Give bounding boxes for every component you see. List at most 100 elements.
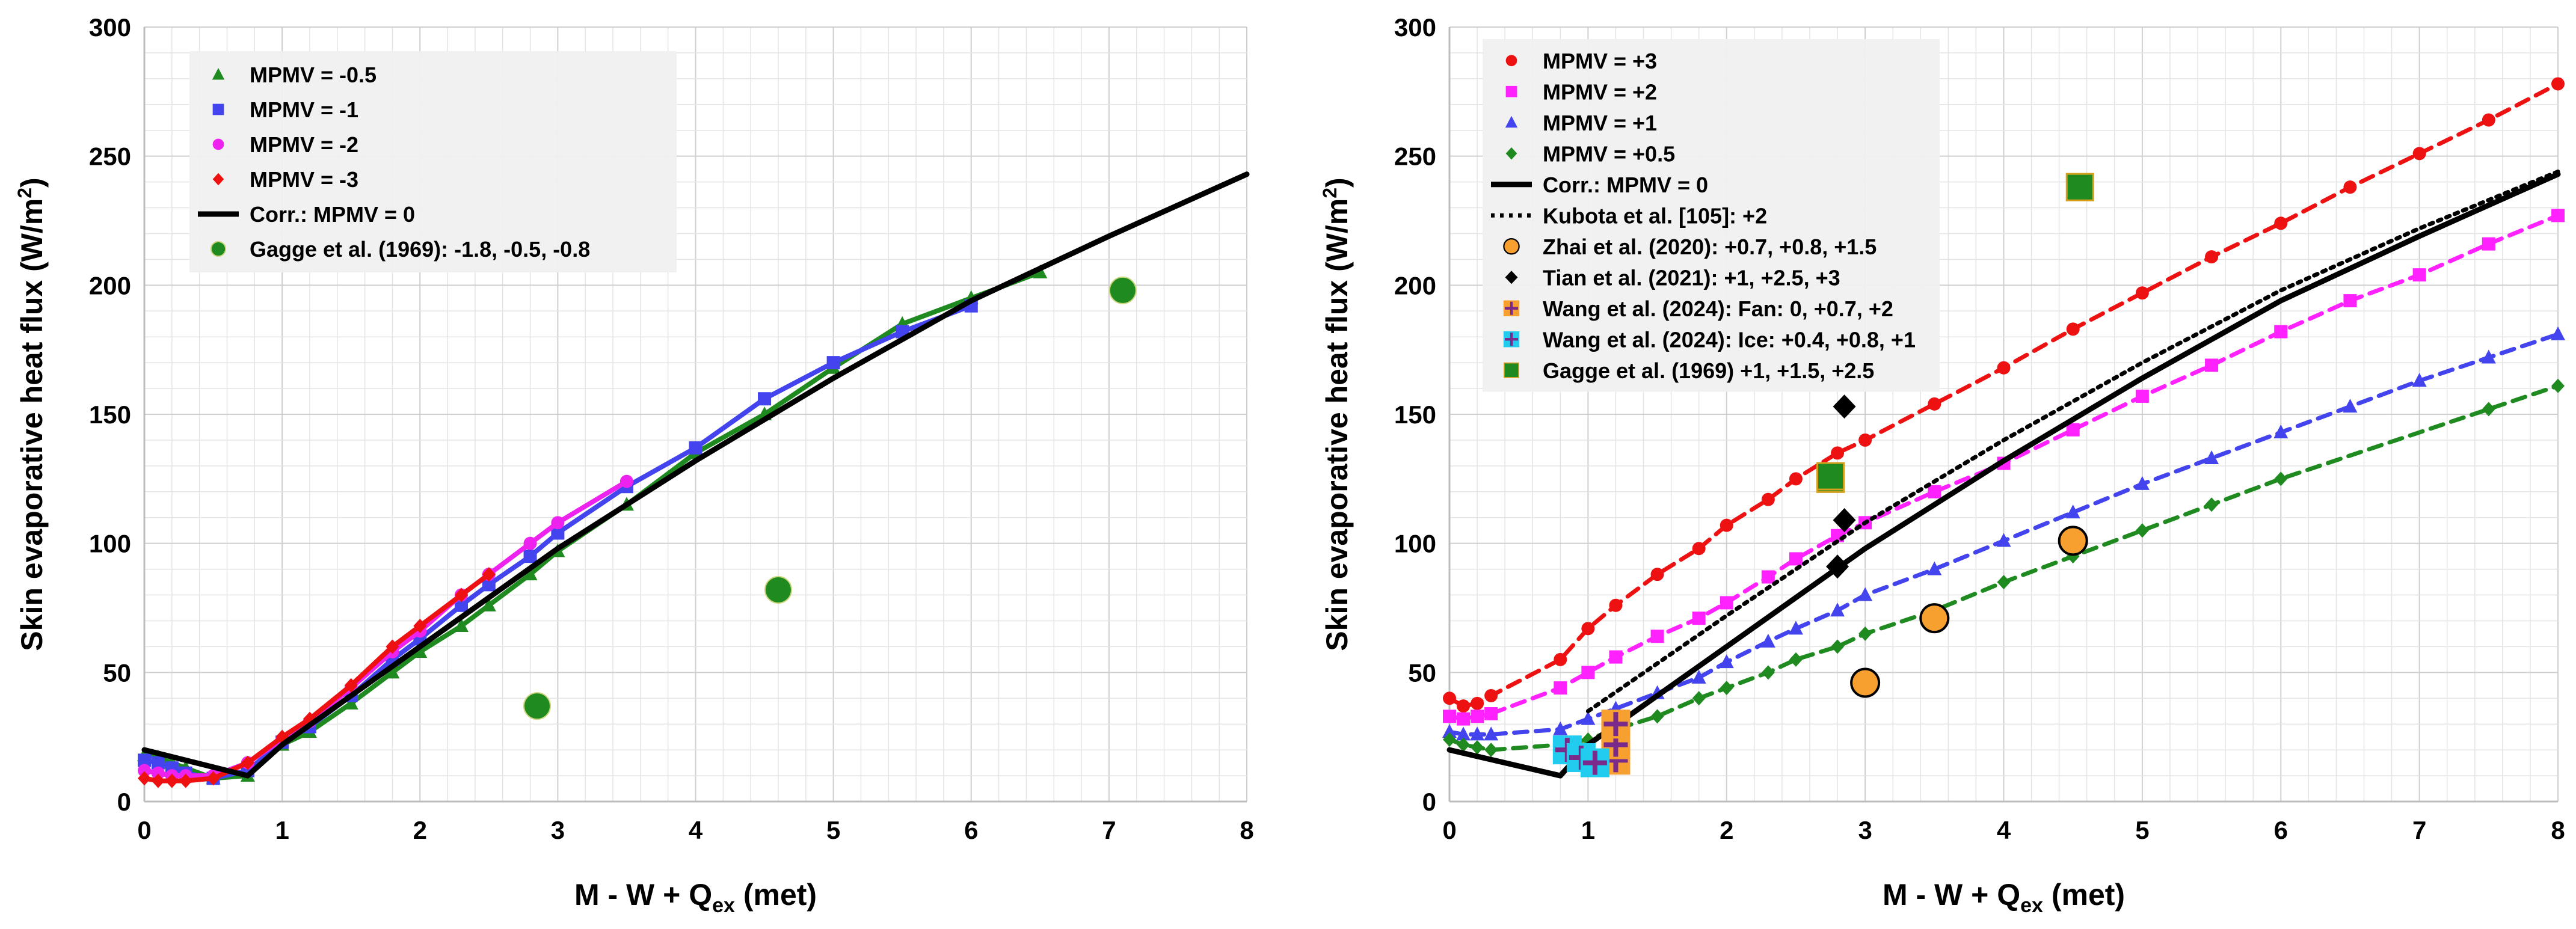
legend-label: MPMV = +1 bbox=[1543, 111, 1657, 135]
data-point bbox=[1457, 699, 1471, 713]
data-point bbox=[551, 516, 565, 530]
data-point bbox=[1761, 570, 1775, 584]
data-point bbox=[385, 664, 400, 679]
x-tick-label: 7 bbox=[2412, 816, 2426, 844]
data-point bbox=[413, 619, 427, 634]
data-point bbox=[1609, 650, 1623, 664]
data-point bbox=[2482, 237, 2495, 251]
x-tick-label: 5 bbox=[2135, 816, 2149, 844]
data-point bbox=[1816, 462, 1845, 491]
data-point bbox=[1789, 552, 1803, 566]
y-axis-label: Skin evaporative heat flux (W/m2) bbox=[1319, 177, 1354, 651]
data-point bbox=[151, 773, 165, 788]
series-line bbox=[1447, 332, 2560, 737]
legend-marker bbox=[1505, 85, 1517, 97]
data-point bbox=[2274, 216, 2288, 230]
legend-marker bbox=[212, 67, 225, 80]
data-point bbox=[1833, 508, 1856, 533]
data-point bbox=[1471, 740, 1484, 755]
data-point bbox=[1443, 691, 1456, 705]
x-tick-label: 0 bbox=[1442, 816, 1456, 844]
data-point bbox=[1581, 622, 1595, 636]
x-axis-label: M - W + Qex (met) bbox=[1883, 878, 2125, 917]
y-tick-label: 100 bbox=[89, 530, 131, 558]
data-point bbox=[1484, 743, 1498, 758]
left-chart: 0 1 2 3 4 5 6 7 8 0 50 100 150 200 250 300 M - W + Qex (… bbox=[14, 13, 1254, 917]
data-point bbox=[1554, 652, 1567, 666]
data-point bbox=[1919, 603, 1950, 634]
data-point bbox=[1850, 667, 1881, 698]
data-point bbox=[1831, 639, 1845, 654]
y-tick-label: 0 bbox=[117, 788, 131, 816]
legend-marker bbox=[212, 103, 224, 115]
series-1-2 bbox=[1442, 326, 2565, 741]
data-point bbox=[1650, 630, 1664, 643]
data-point bbox=[1443, 710, 1456, 723]
data-point bbox=[1471, 710, 1484, 723]
data-point bbox=[2065, 173, 2094, 201]
data-point bbox=[2412, 268, 2426, 282]
y-tick-label: 250 bbox=[1394, 143, 1436, 171]
data-point bbox=[1720, 596, 1733, 610]
legend-label: MPMV = +3 bbox=[1543, 49, 1657, 73]
data-point bbox=[1601, 710, 1631, 739]
data-point bbox=[481, 597, 496, 612]
data-point bbox=[2481, 349, 2496, 364]
y-tick-label: 0 bbox=[1422, 788, 1436, 816]
x-tick-label: 5 bbox=[826, 816, 840, 844]
data-point bbox=[1997, 575, 2011, 590]
data-point bbox=[454, 587, 468, 602]
data-point bbox=[2412, 147, 2426, 161]
series-0-2 bbox=[138, 474, 633, 783]
data-point bbox=[2205, 497, 2219, 512]
data-point bbox=[1553, 721, 1568, 735]
data-point bbox=[1581, 711, 1596, 725]
legend-label: MPMV = -3 bbox=[250, 167, 358, 192]
data-point bbox=[1788, 621, 1803, 635]
data-point bbox=[1457, 712, 1471, 726]
data-point bbox=[1484, 726, 1499, 741]
data-point bbox=[138, 771, 151, 786]
data-point bbox=[2205, 250, 2219, 264]
data-point bbox=[758, 392, 772, 406]
x-tick-label: 4 bbox=[689, 816, 703, 844]
x-tick-label: 3 bbox=[1858, 816, 1872, 844]
series-line bbox=[1447, 384, 2560, 752]
legend-box bbox=[189, 51, 677, 272]
right-chart: 0 1 2 3 4 5 6 7 8 0 50 100 150 200 250 300 M - W + Qex (… bbox=[1319, 13, 2565, 917]
series-line bbox=[1447, 213, 2560, 722]
data-point bbox=[386, 639, 399, 654]
data-point bbox=[2343, 399, 2358, 413]
data-point bbox=[1650, 568, 1664, 581]
legend-marker bbox=[1505, 271, 1518, 284]
legend-marker bbox=[212, 138, 224, 150]
data-point bbox=[551, 526, 565, 540]
legend-label: Gagge et al. (1969) +1, +1.5, +2.5 bbox=[1543, 358, 1874, 383]
data-point bbox=[2135, 476, 2150, 490]
series-line bbox=[1585, 169, 2560, 714]
data-point bbox=[151, 766, 165, 780]
data-point bbox=[2274, 325, 2288, 339]
data-point bbox=[1928, 485, 1941, 498]
y-tick-label: 300 bbox=[89, 13, 131, 41]
data-point bbox=[138, 753, 151, 767]
legend-label: Corr.: MPMV = 0 bbox=[250, 202, 415, 227]
data-point bbox=[2204, 450, 2219, 464]
series-1-1 bbox=[1443, 209, 2565, 726]
data-point bbox=[2343, 180, 2357, 194]
data-point bbox=[482, 567, 496, 582]
data-point bbox=[2065, 504, 2080, 519]
x-tick-label: 1 bbox=[275, 816, 289, 844]
x-tick-label: 6 bbox=[964, 816, 978, 844]
data-point bbox=[1761, 492, 1775, 506]
data-point bbox=[1650, 709, 1664, 724]
legend-label: Gagge et al. (1969): -1.8, -0.5, -0.8 bbox=[250, 237, 590, 262]
data-point bbox=[454, 598, 468, 612]
data-point bbox=[2412, 373, 2427, 387]
y-tick-label: 250 bbox=[89, 143, 131, 171]
data-point bbox=[343, 695, 358, 710]
data-point bbox=[1719, 654, 1734, 669]
data-point bbox=[2482, 402, 2495, 417]
data-point bbox=[2482, 113, 2495, 127]
